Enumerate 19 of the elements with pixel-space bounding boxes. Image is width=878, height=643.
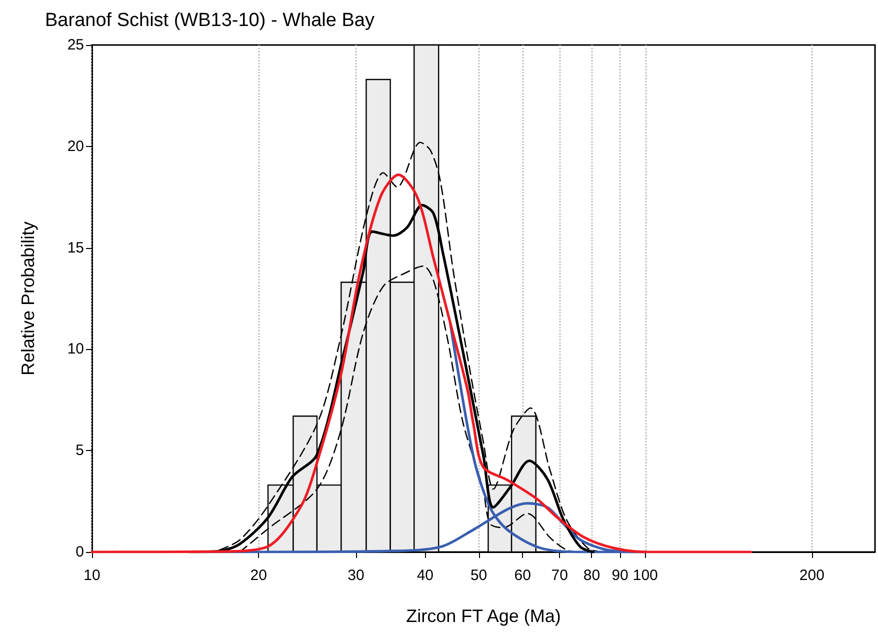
x-tick-label: 20 <box>250 567 267 584</box>
x-tick-label: 30 <box>348 567 364 584</box>
x-tick-label: 60 <box>514 567 531 584</box>
x-tick-label: 100 <box>632 567 658 584</box>
x-tick-label: 90 <box>612 567 628 584</box>
chart-title: Baranof Schist (WB13-10) - Whale Bay <box>45 10 375 31</box>
x-tick-label: 200 <box>799 567 824 584</box>
x-tick-label: 40 <box>416 567 434 584</box>
x-axis-title: Zircon FT Age (Ma) <box>406 606 561 626</box>
y-axis-title: Relative Probability <box>18 221 38 376</box>
y-tick-label: 25 <box>67 36 84 54</box>
y-tick-label: 0 <box>76 544 84 560</box>
y-tick-label: 15 <box>67 239 84 256</box>
y-tick-label: 10 <box>67 340 84 358</box>
x-tick-label: 50 <box>470 567 488 584</box>
x-tick-label: 80 <box>583 567 600 584</box>
y-tick-label: 5 <box>76 442 84 460</box>
y-tick-label: 20 <box>67 138 84 155</box>
x-tick-label: 70 <box>551 567 568 584</box>
